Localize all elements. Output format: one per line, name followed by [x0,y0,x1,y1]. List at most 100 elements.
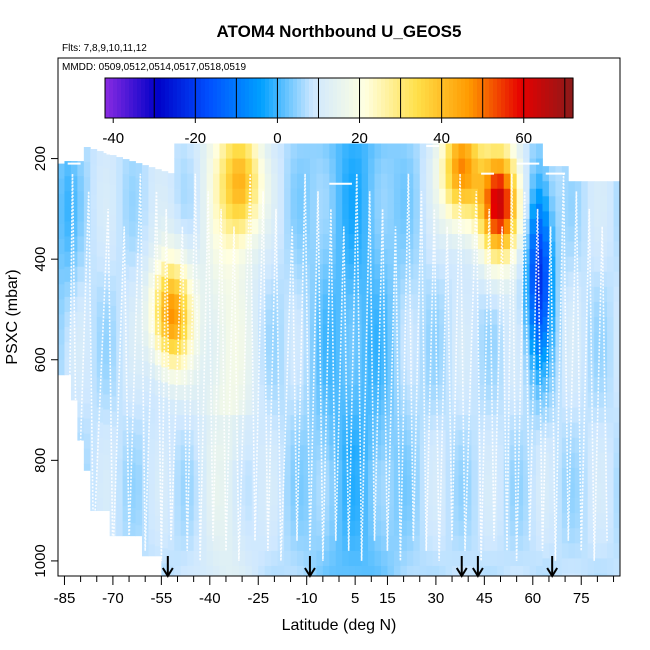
heatmap-cell [290,505,298,522]
heatmap-cell [374,445,382,461]
heatmap-cell [258,339,266,356]
heatmap-cell [225,445,233,461]
heatmap-cell [561,407,569,424]
heatmap-cell [497,279,505,295]
colorbar-segment [509,78,514,118]
heatmap-cell [103,409,111,426]
heatmap-cell [251,535,259,552]
heatmap-cell [574,347,582,363]
heatmap-cell [264,173,272,190]
heatmap-cell [109,321,117,337]
heatmap-cell [413,234,421,250]
heatmap-cell [510,369,518,386]
heatmap-cell [180,505,188,522]
heatmap-cell [426,505,434,522]
heatmap-cell [77,417,85,434]
heatmap-cell [490,264,498,280]
heatmap-cell [426,249,434,265]
heatmap-cell [322,218,330,235]
heatmap-cell [406,535,414,552]
heatmap-cell [174,445,182,461]
heatmap-cell [536,324,543,341]
heatmap-cell [167,188,175,204]
heatmap-cell [510,460,518,476]
heatmap-cell [264,249,272,265]
heatmap-cell [335,460,343,476]
heatmap-cell [116,428,123,445]
heatmap-cell [303,339,311,356]
heatmap-cell [613,422,620,439]
heatmap-cell [387,535,395,552]
heatmap-cell [464,550,472,567]
heatmap-cell [225,203,233,220]
heatmap-cell [542,256,550,273]
heatmap-cell [413,430,421,446]
heatmap-cell [264,520,272,537]
heatmap-cell [574,452,582,469]
heatmap-cell [206,188,214,205]
heatmap-cell [374,565,382,576]
heatmap-cell [277,565,285,576]
heatmap-cell [477,203,485,220]
heatmap-cell [238,309,246,325]
heatmap-cell [200,550,207,567]
heatmap-cell [167,369,175,385]
colorbar-segment [345,78,350,118]
heatmap-cell [154,244,162,261]
heatmap-cell [284,520,291,537]
heatmap-cell [213,249,220,265]
heatmap-cell [219,249,227,265]
heatmap-cell [374,415,382,431]
heatmap-cell [96,422,104,439]
heatmap-cell [200,218,207,235]
heatmap-cell [154,440,162,457]
heatmap-cell [90,465,98,482]
heatmap-cell [122,325,130,341]
heatmap-cell [245,505,253,522]
heatmap-cell [380,505,388,522]
heatmap-cell [77,372,85,388]
heatmap-cell [174,550,182,567]
heatmap-cell [607,558,614,574]
x-tick-label: -70 [102,590,124,607]
heatmap-cell [581,196,589,212]
heatmap-cell [355,520,363,537]
colorbar-segment [161,78,166,118]
heatmap-cell [161,306,169,323]
heatmap-cell [316,430,324,446]
heatmap-cell [277,399,285,416]
heatmap-cell [193,565,201,576]
heatmap-cell [458,520,466,537]
heatmap-cell [406,505,414,522]
heatmap-cell [141,466,149,483]
heatmap-cell [213,460,220,476]
heatmap-cell [251,430,259,446]
heatmap-cell [594,528,602,544]
heatmap-cell [426,550,434,567]
heatmap-cell [238,460,246,476]
heatmap-cell [213,475,220,491]
heatmap-cell [290,249,298,265]
heatmap-cell [568,347,576,363]
heatmap-cell [400,445,408,461]
heatmap-cell [574,241,582,258]
heatmap-cell [542,181,550,197]
heatmap-cell [523,218,530,235]
heatmap-cell [452,249,459,265]
heatmap-cell [445,430,453,446]
heatmap-cell [167,399,175,415]
heatmap-cell [523,490,530,506]
heatmap-cell [426,520,434,537]
heatmap-cell [258,399,266,416]
heatmap-cell [335,158,343,175]
heatmap-cell [148,438,156,455]
x-tick-label: -10 [296,590,318,607]
heatmap-cell [77,311,85,328]
heatmap-cell [464,234,472,250]
heatmap-cell [361,505,369,522]
heatmap-cell [187,279,195,295]
heatmap-cell [542,573,550,576]
heatmap-cell [232,430,240,446]
heatmap-cell [406,384,414,401]
heatmap-cell [484,445,492,461]
